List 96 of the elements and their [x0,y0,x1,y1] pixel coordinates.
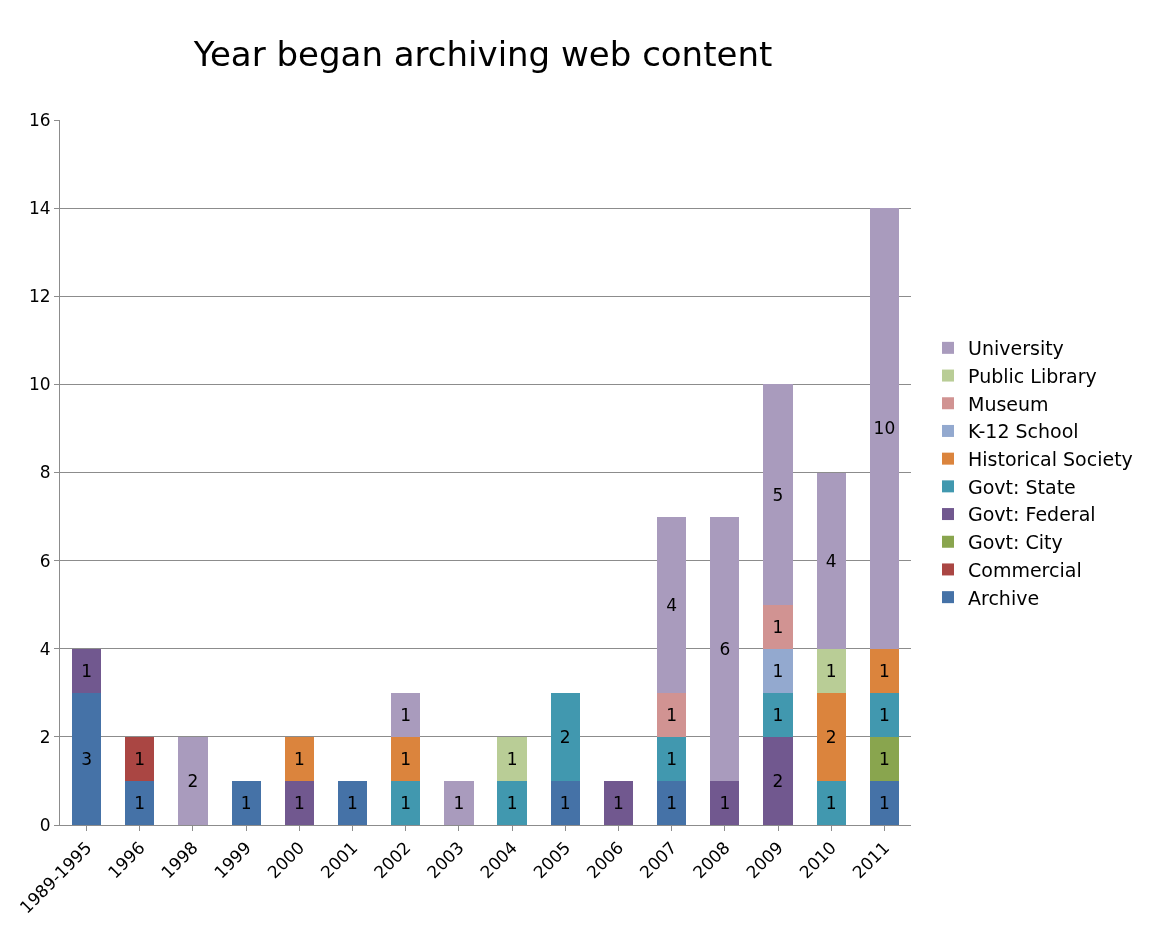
bar [657,516,687,693]
data-label: 1 [453,792,465,813]
data-label: 1 [293,792,305,813]
legend-label: Govt: City [968,531,1063,554]
bar [231,780,261,825]
y-tick-label: 16 [28,109,51,130]
data-label: 1 [772,704,784,725]
data-label: 1 [666,704,678,725]
legend-label: Commercial [968,558,1082,581]
y-tick-label: 14 [28,198,51,219]
y-tick-label: 10 [28,374,51,395]
data-label: 4 [825,550,837,571]
bar [497,780,527,825]
legend-label: University [968,337,1064,360]
bar [391,692,421,737]
bar [178,736,208,825]
data-label: 1 [240,792,252,813]
bar [657,736,687,781]
bar [391,780,421,825]
bar [816,780,846,825]
legend-label: Historical Society [968,448,1133,471]
data-label: 1 [878,792,890,813]
data-label: 1 [506,748,518,769]
bar [657,780,687,825]
bar [763,692,793,737]
bar [391,736,421,781]
bar [869,692,900,737]
data-label: 1 [878,748,890,769]
bar [763,736,793,825]
bar [337,780,368,825]
bar [763,648,793,693]
bar [125,780,155,825]
data-label: 1 [825,660,837,681]
bar [497,736,527,781]
data-label: 10 [873,418,896,439]
bar [71,692,102,825]
data-label: 6 [719,638,731,659]
bar [657,692,687,737]
bar [869,736,900,781]
bar [710,780,740,825]
bar [284,736,314,781]
data-label: 1 [400,704,412,725]
bar [869,208,900,649]
y-tick-label: 6 [39,550,51,571]
data-label: 1 [134,748,146,769]
legend-label: Museum [968,392,1049,415]
data-label: 1 [347,792,358,813]
data-label: 1 [878,704,890,725]
y-tick-label: 8 [39,462,51,483]
data-label: 2 [772,770,784,791]
bar [444,780,474,825]
data-label: 1 [878,660,890,681]
legend-label: Archive [968,586,1040,609]
data-label: 4 [666,594,678,615]
data-label: 1 [81,660,93,681]
data-label: 1 [772,616,784,637]
bar [603,780,634,825]
bar [869,648,900,693]
data-label: 1 [666,792,678,813]
data-label: 1 [506,792,518,813]
data-label: 1 [772,660,784,681]
legend-label: Public Library [968,364,1097,387]
bar [763,604,793,649]
y-tick-label: 4 [39,638,51,659]
data-label: 1 [825,792,837,813]
data-label: 2 [825,726,837,747]
data-label: 1 [134,792,146,813]
y-tick-label: 12 [28,286,51,307]
data-label: 2 [187,770,199,791]
bar [550,780,580,825]
bar [710,516,740,781]
data-label: 5 [772,484,784,505]
bar [550,692,580,781]
bar [125,736,155,781]
bar [869,780,900,825]
data-label: 2 [559,726,571,747]
data-label: 1 [666,748,678,769]
data-label: 3 [81,748,93,769]
bar [816,472,846,649]
data-label: 1 [613,792,624,813]
bar [284,780,314,825]
data-label: 1 [559,792,571,813]
bar [816,692,846,781]
data-label: 1 [293,748,305,769]
legend-label: K-12 School [968,420,1079,443]
data-label: 1 [400,748,412,769]
bar [763,384,793,605]
data-label: 1 [400,792,412,813]
y-tick-label: 0 [39,814,51,835]
chart-title: Year began archiving web content [192,33,773,74]
legend-label: Govt: State [968,475,1076,498]
bar [816,648,846,693]
data-label: 1 [719,792,731,813]
legend-label: Govt: Federal [968,503,1096,526]
y-tick-label: 2 [39,726,51,747]
bar [71,648,102,693]
